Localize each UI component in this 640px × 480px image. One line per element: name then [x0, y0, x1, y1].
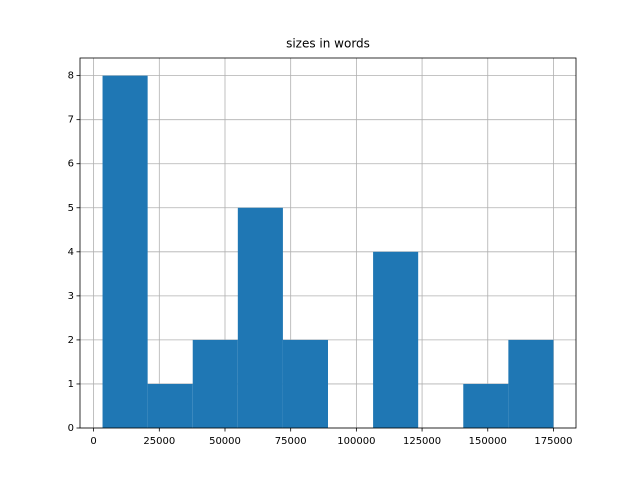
- chart-title: sizes in words: [286, 37, 370, 51]
- bar: [237, 207, 283, 428]
- y-tick-label: 5: [68, 203, 74, 214]
- x-tick-label: 50000: [209, 436, 241, 447]
- x-tick-label: 75000: [275, 436, 307, 447]
- y-tick-label: 7: [68, 115, 74, 126]
- bar: [282, 339, 328, 428]
- bar: [508, 339, 554, 428]
- bar: [102, 75, 148, 428]
- y-tick-label: 2: [68, 335, 74, 346]
- x-tick-label: 100000: [337, 436, 375, 447]
- y-tick-label: 1: [68, 379, 74, 390]
- bar: [147, 383, 193, 428]
- bar: [373, 251, 419, 428]
- x-tick-label: 25000: [143, 436, 175, 447]
- x-tick-label: 125000: [403, 436, 441, 447]
- x-tick-label: 150000: [469, 436, 507, 447]
- x-tick-label: 175000: [534, 436, 572, 447]
- bar: [463, 383, 509, 428]
- bar: [192, 339, 238, 428]
- y-tick-label: 4: [68, 247, 74, 258]
- y-tick-label: 3: [68, 291, 74, 302]
- y-tick-label: 6: [68, 159, 74, 170]
- x-tick-label: 0: [90, 436, 96, 447]
- y-tick-label: 0: [68, 423, 74, 434]
- plot-frame: [79, 57, 577, 429]
- y-tick-label: 8: [68, 71, 74, 82]
